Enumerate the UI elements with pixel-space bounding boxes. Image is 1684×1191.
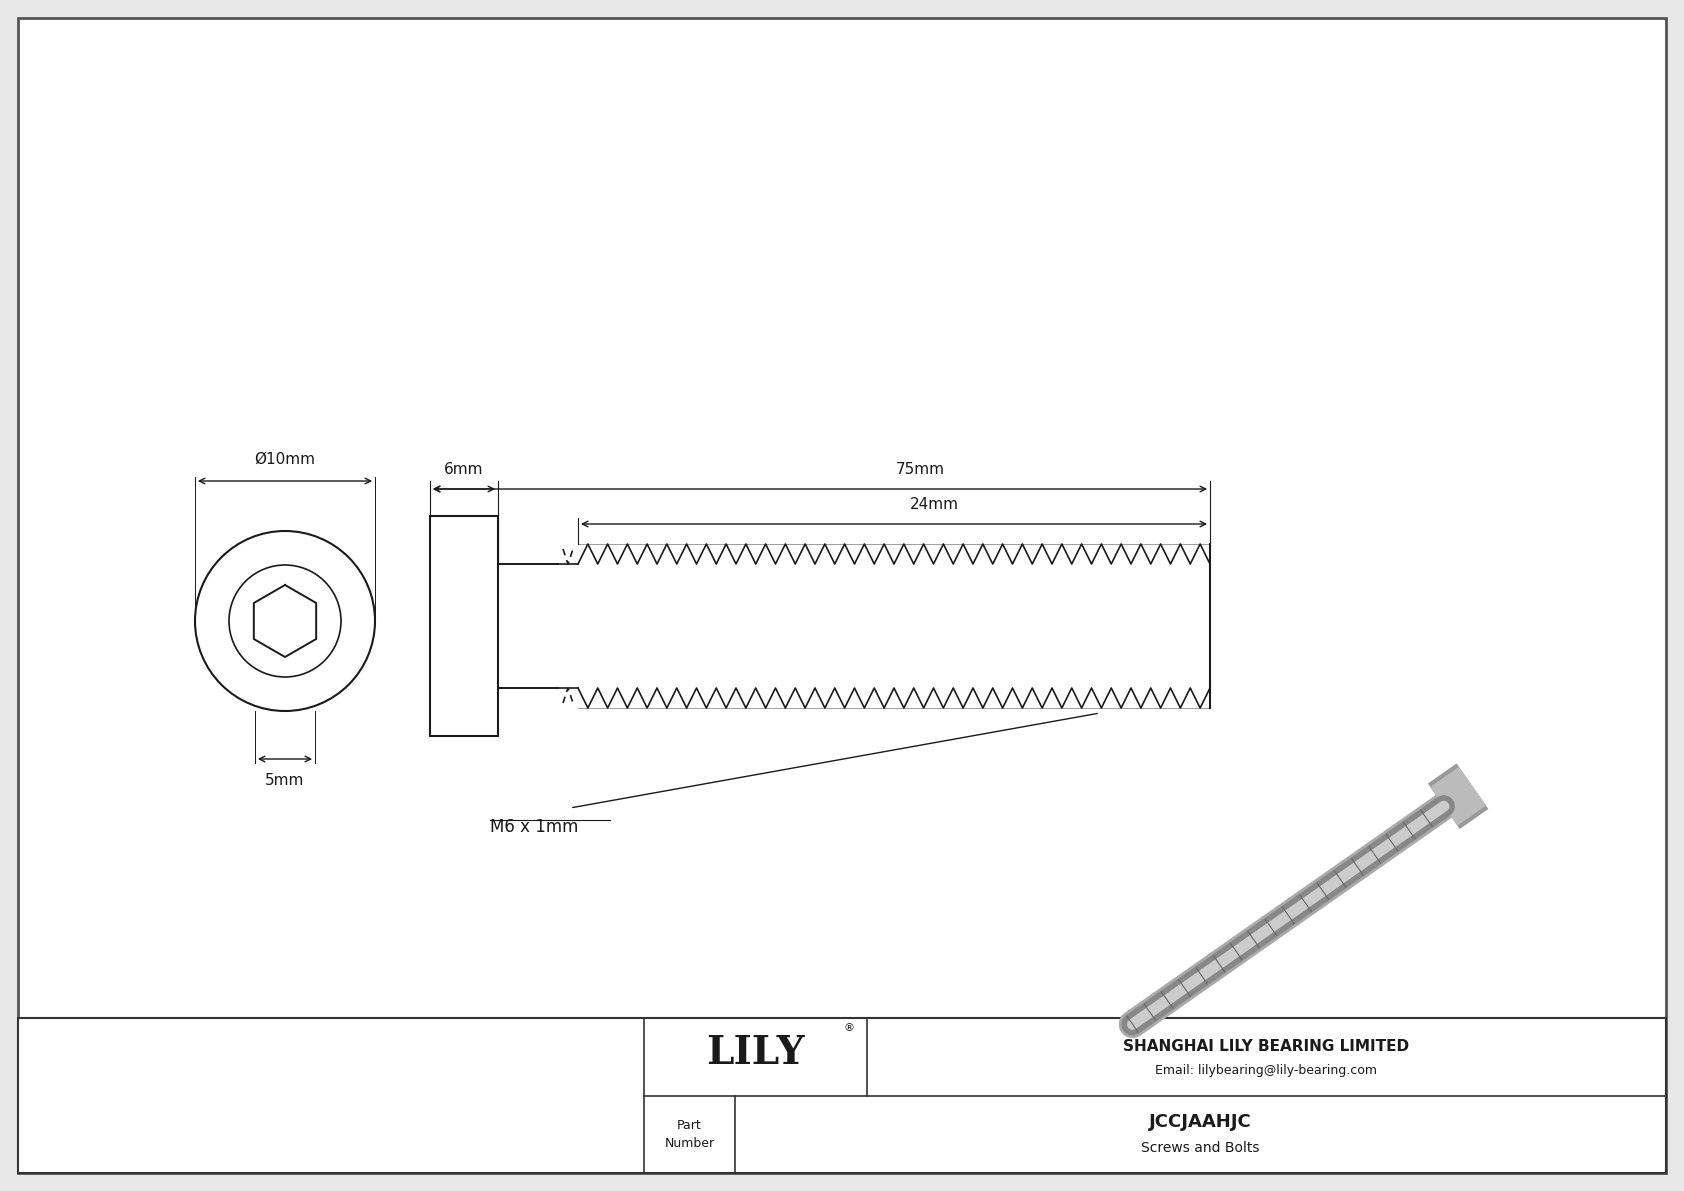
Text: Screws and Bolts: Screws and Bolts — [1142, 1141, 1260, 1155]
Text: Ø10mm: Ø10mm — [254, 453, 315, 467]
Text: Part
Number: Part Number — [665, 1118, 714, 1149]
Text: 75mm: 75mm — [896, 462, 945, 478]
Bar — [19, 1018, 1665, 1173]
Text: 6mm: 6mm — [445, 462, 483, 478]
Text: LILY: LILY — [706, 1034, 805, 1072]
Text: JCCJAAHJC: JCCJAAHJC — [1148, 1114, 1251, 1131]
Text: Email: lilybearing@lily-bearing.com: Email: lilybearing@lily-bearing.com — [1155, 1065, 1378, 1077]
Text: ®: ® — [844, 1023, 854, 1033]
Text: 24mm: 24mm — [909, 497, 958, 512]
Bar — [429, 516, 498, 736]
Text: M6 x 1mm: M6 x 1mm — [490, 818, 578, 836]
Text: 5mm: 5mm — [266, 773, 305, 788]
Text: SHANGHAI LILY BEARING LIMITED: SHANGHAI LILY BEARING LIMITED — [1123, 1040, 1410, 1054]
